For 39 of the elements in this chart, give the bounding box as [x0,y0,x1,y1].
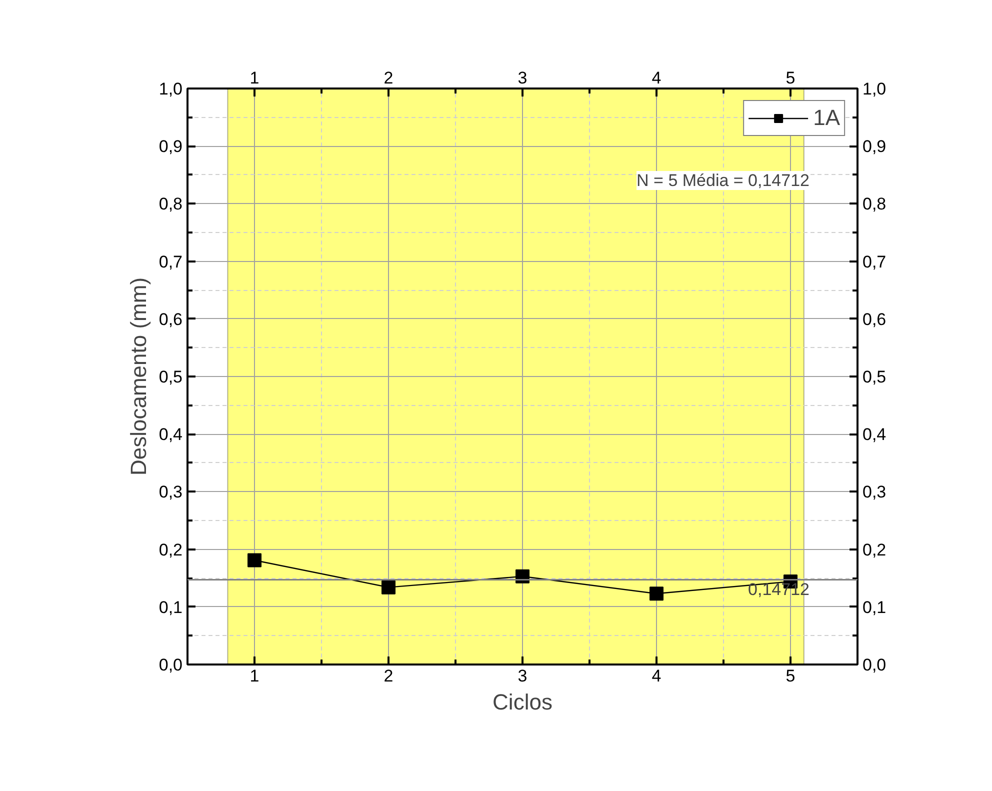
y2-tick-label: 0,3 [862,482,886,502]
y2-tick-label: 0,0 [862,656,886,674]
y-tick-label: 1,0 [158,80,183,98]
point [382,580,396,594]
y2-tick-label: 1,0 [862,80,886,98]
y-tick-label: 0,6 [158,310,183,329]
point [650,586,664,601]
point [248,553,262,568]
x-tick-label: 1 [250,68,260,88]
x-tick-label: 5 [786,68,796,88]
annotation: N = 5 Média = 0,14712 [636,171,810,190]
y-tick-label: 0,8 [158,194,183,214]
y-axis-title: Deslocamento (mm) [126,277,151,476]
y-tick-label: 0,5 [158,368,183,386]
y-tick-label: 0,9 [158,137,183,156]
y2-tick-label: 0,5 [862,368,886,386]
x-axis-title: Ciclos [492,690,552,714]
x2-tick-label: 2 [384,666,394,686]
y2-tick-label: 0,7 [862,252,886,272]
y2-tick-label: 0,6 [862,310,886,329]
y-tick-label: 0,1 [158,598,183,617]
x2-tick-label: 5 [786,666,796,686]
x2-tick-label: 1 [250,666,260,686]
y-tick-label: 0,0 [158,656,183,674]
legend-label: 1A [813,105,840,131]
y2-tick-label: 0,2 [862,540,886,560]
y-tick-label: 0,4 [158,425,183,444]
y2-tick-label: 0,9 [862,137,886,156]
y2-tick-label: 0,4 [862,425,886,444]
y-tick-label: 0,7 [158,252,183,272]
x-tick-label: 4 [652,68,662,88]
y-tick-label: 0,2 [158,540,183,560]
x2-tick-label: 3 [518,666,528,686]
x-tick-label: 3 [518,68,528,88]
y2-tick-label: 0,8 [862,194,886,214]
y-tick-label: 0,3 [158,482,183,502]
x-tick-label: 2 [384,68,394,88]
x2-tick-label: 4 [652,666,662,686]
y2-tick-label: 0,1 [862,598,886,617]
